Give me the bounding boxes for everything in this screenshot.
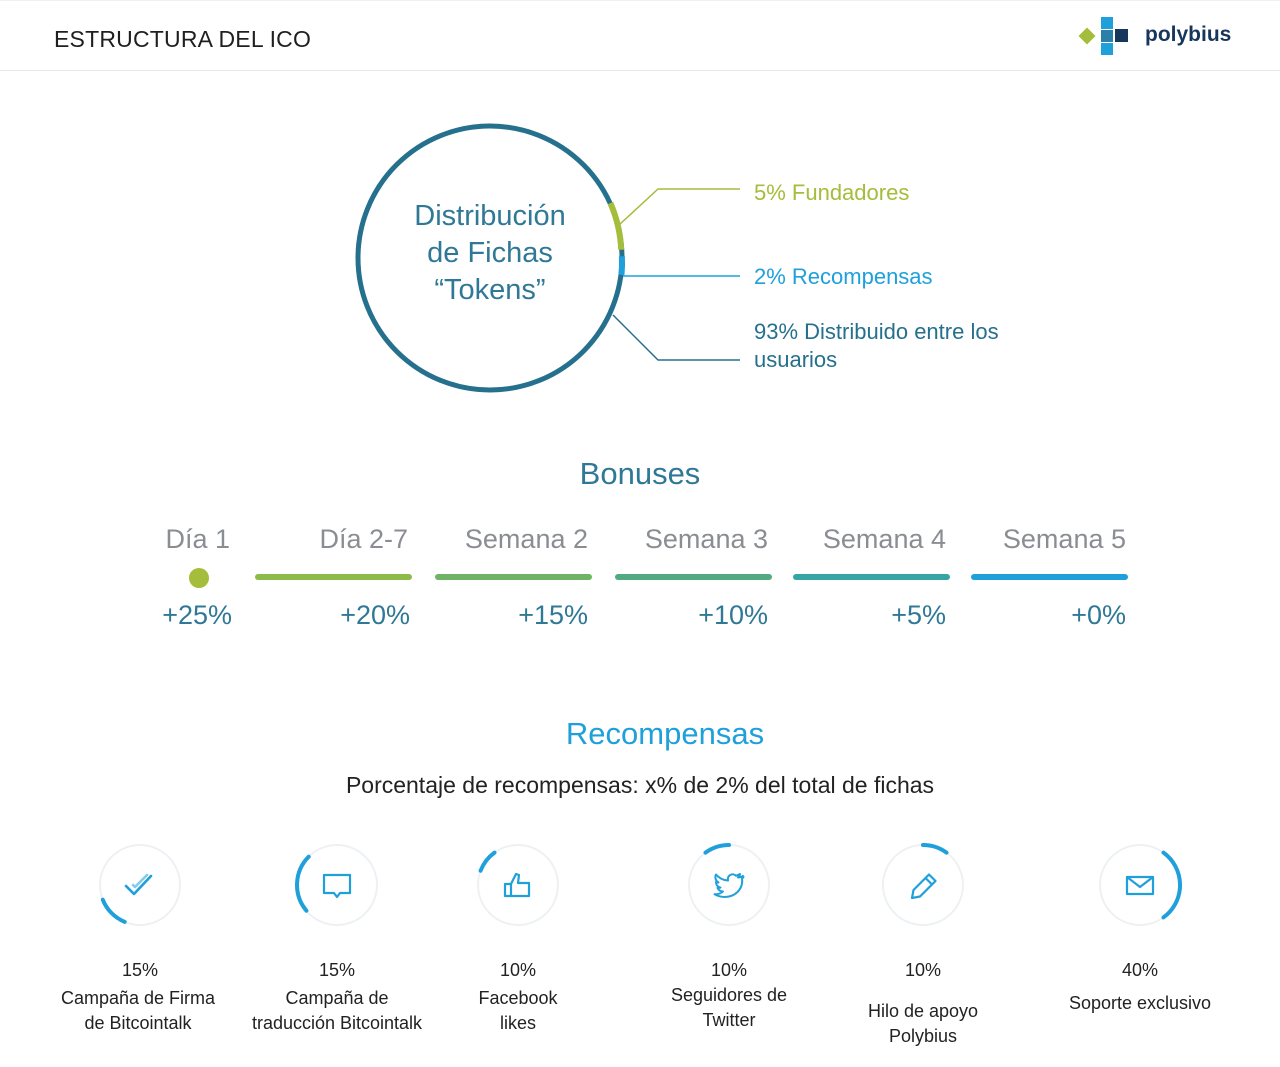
bonus-period-label: Semana 3 [644, 524, 768, 554]
reward-name-line: Facebook [478, 988, 558, 1008]
rewards-subtitle: Porcentaje de recompensas: x% de 2% del … [345, 772, 935, 798]
reward-percent: 15% [318, 960, 356, 980]
distribution-title: Distribución de Fichas “Tokens” [385, 198, 595, 309]
distribution-diagram [355, 123, 740, 393]
chat-bubble-icon [322, 873, 352, 899]
reward-name-line: Soporte exclusivo [1068, 993, 1212, 1013]
reward-progress-arc [1161, 850, 1182, 920]
distribution-label-usuarios: 93% Distribuido entre los usuarios [754, 318, 999, 374]
polybius-logo-icon [1078, 17, 1128, 55]
distribution-label-recompensas: 2% Recompensas [754, 264, 933, 289]
polybius-logo[interactable]: polybius [1076, 16, 1236, 60]
distribution-title-line: de Fichas [427, 237, 553, 269]
reward-name: Hilo de apoyo Polybius [823, 999, 1023, 1049]
bonus-percent-label: +10% [698, 600, 768, 630]
bonus-timeline [189, 568, 1128, 588]
bonus-period-label: Semana 2 [464, 524, 588, 554]
distribution-label-line: usuarios [754, 347, 838, 372]
reward-percent: 40% [1121, 960, 1159, 980]
bonus-percent-label: +25% [162, 600, 232, 630]
reward-name-line: traducción Bitcointalk [251, 1013, 423, 1033]
reward-name-line: Campaña de Firma [60, 988, 216, 1008]
distribution-label-line: 93% Distribuido entre los [754, 319, 999, 344]
reward-percent: 10% [904, 960, 942, 980]
thumbs-up-icon [503, 872, 531, 898]
reward-ring [688, 842, 770, 926]
bonuses-title: Bonuses [579, 456, 701, 491]
reward-name-line: Seguidores de [670, 985, 788, 1005]
reward-name-line: Hilo de apoyo [867, 1001, 979, 1021]
reward-progress-arc [921, 842, 949, 855]
reward-percent: 10% [499, 960, 537, 980]
reward-progress-arc [703, 842, 731, 855]
reward-ring [477, 844, 559, 926]
rewards-title: Recompensas [565, 716, 765, 751]
reward-percent: 10% [710, 960, 748, 980]
bonus-period-label: Semana 5 [1002, 524, 1126, 554]
reward-name: Seguidores de Twitter [629, 983, 829, 1033]
bonus-percent-label: +15% [518, 600, 588, 630]
reward-progress-arc [478, 850, 497, 873]
distribution-arc-fundadores [607, 201, 625, 250]
distribution-title-line: Distribución [414, 200, 566, 232]
reward-progress-arc [295, 854, 311, 913]
distribution-title-line: “Tokens” [434, 274, 546, 306]
twitter-bird-icon [713, 873, 745, 898]
reward-name-line: Twitter [702, 1010, 756, 1030]
reward-progress-arc [100, 897, 127, 924]
checkmark-icon [124, 873, 153, 896]
bonus-period-label: Día 1 [165, 524, 230, 554]
bonus-period-label: Semana 4 [822, 524, 946, 554]
reward-ring [295, 844, 378, 926]
reward-name-line: Campaña de [285, 988, 389, 1008]
reward-name-line: Polybius [888, 1026, 958, 1046]
reward-name-line: likes [499, 1013, 536, 1033]
leader-line-usuarios [612, 314, 740, 361]
reward-ring [1099, 844, 1182, 926]
bonus-percent-label: +20% [340, 600, 410, 630]
header-bar: ESTRUCTURA DEL ICO polybius [0, 0, 1280, 71]
page-title: ESTRUCTURA DEL ICO [54, 26, 312, 52]
bonus-period-label: Día 2-7 [319, 524, 408, 554]
reward-percent: 15% [121, 960, 159, 980]
distribution-arc-recompensas [618, 256, 626, 276]
distribution-label-fundadores: 5% Fundadores [754, 180, 910, 205]
reward-name: Campaña de traducción Bitcointalk [237, 986, 437, 1036]
bonus-percent-label: +5% [891, 600, 946, 630]
reward-name: Campaña de Firma de Bitcointalk [38, 986, 238, 1036]
reward-name-line: de Bitcointalk [84, 1013, 192, 1033]
pencil-icon [910, 873, 937, 900]
leader-line-fundadores [618, 188, 740, 226]
reward-name: Soporte exclusivo [1040, 991, 1240, 1016]
reward-ring [882, 842, 964, 926]
reward-name: Facebook likes [418, 986, 618, 1036]
logo-wordmark: polybius [1145, 23, 1232, 46]
bonus-percent-label: +0% [1071, 600, 1126, 630]
reward-ring [99, 844, 181, 926]
bonus-start-dot [189, 568, 209, 588]
envelope-icon [1125, 875, 1155, 896]
